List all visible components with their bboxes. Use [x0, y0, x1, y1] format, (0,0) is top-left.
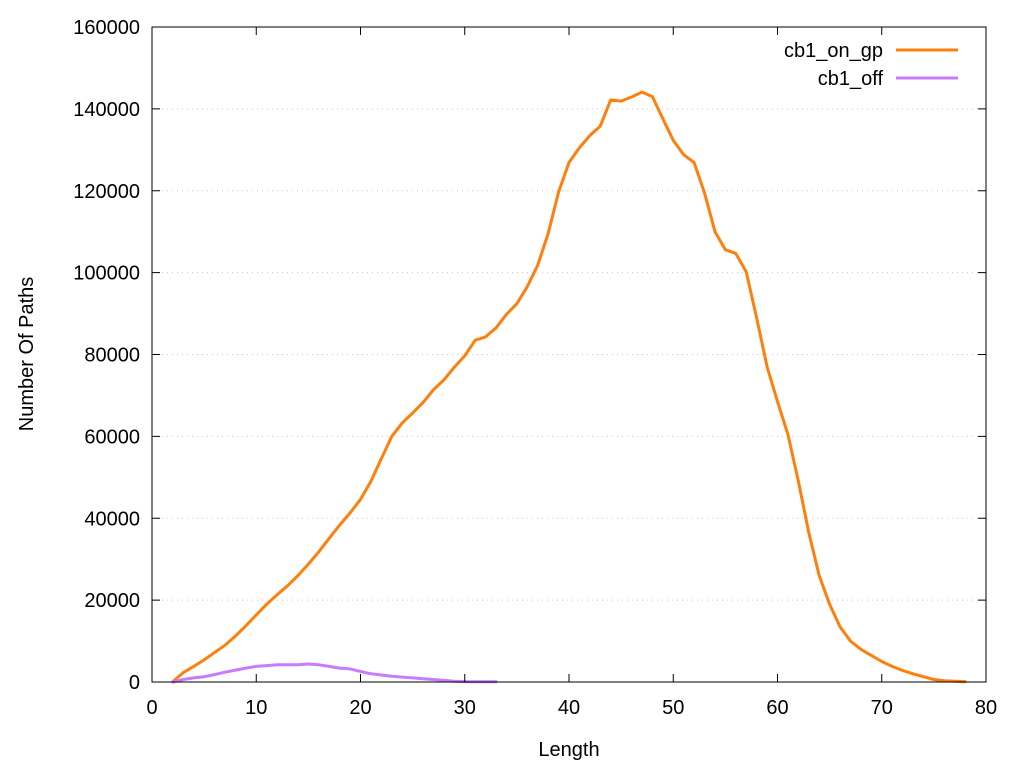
grid-lines [152, 108, 986, 601]
y-tick-label: 100000 [73, 263, 140, 285]
y-tick-label: 0 [129, 672, 140, 694]
legend-label: cb1_on_gp [784, 40, 883, 62]
y-tick-label: 40000 [84, 508, 140, 530]
x-tick-label: 50 [662, 697, 684, 719]
x-tick-label: 60 [766, 697, 788, 719]
x-tick-label: 0 [146, 697, 157, 719]
y-tick-label: 140000 [73, 99, 140, 121]
x-tick-label: 70 [871, 697, 893, 719]
y-axis-title: Number Of Paths [16, 277, 38, 432]
x-tick-label: 20 [349, 697, 371, 719]
y-tick-label: 160000 [73, 17, 140, 39]
x-tick-label: 80 [975, 697, 997, 719]
y-tick-label: 60000 [84, 426, 140, 448]
series-line-cb1_on_gp [171, 90, 967, 684]
y-tick-label: 20000 [84, 590, 140, 612]
x-tick-label: 10 [245, 697, 267, 719]
series-line-cb1_off [171, 662, 498, 684]
axis-ticks: 0 20000 40000 60000 80000 100000 120000 140000 1… [73, 17, 997, 719]
x-tick-label: 40 [558, 697, 580, 719]
series-lines [171, 90, 967, 684]
y-tick-label: 80000 [84, 345, 140, 367]
legend-label: cb1_off [818, 68, 884, 90]
x-tick-label: 30 [454, 697, 476, 719]
y-tick-label: 120000 [73, 181, 140, 203]
legend: cb1_on_gp cb1_off [784, 40, 958, 90]
x-axis-title: Length [538, 739, 599, 761]
